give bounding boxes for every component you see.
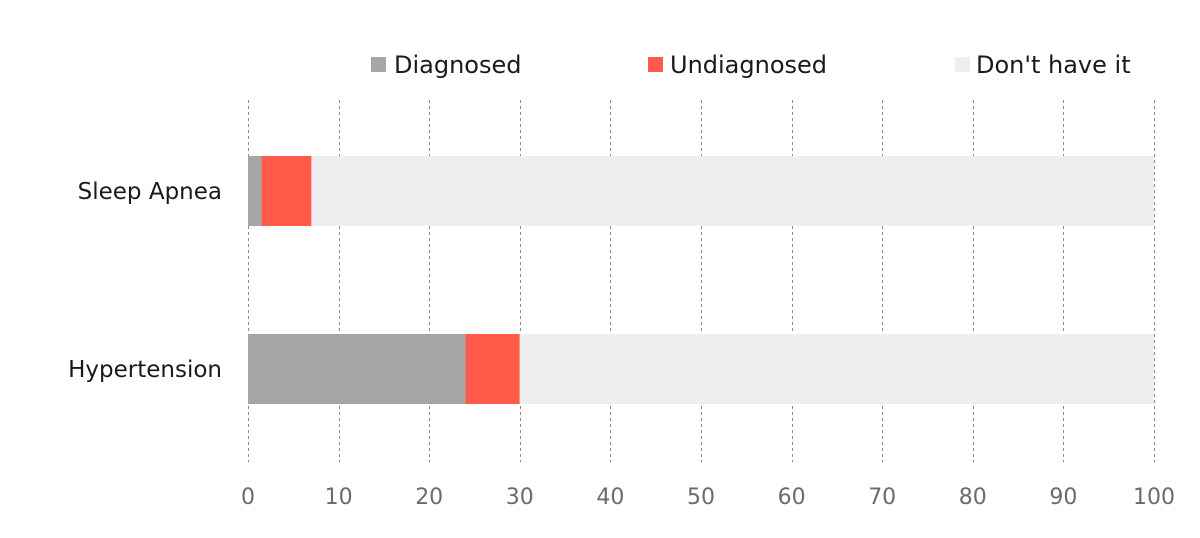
x-tick-label-10: 10 xyxy=(325,485,353,510)
x-tick-label-70: 70 xyxy=(868,485,896,510)
x-tick-label-60: 60 xyxy=(778,485,806,510)
category-label-hypertension: Hypertension xyxy=(68,357,222,383)
labels-layer: Sleep Apnea Hypertension xyxy=(68,179,222,383)
bar-hypertension-don-t-have-it xyxy=(519,334,1154,404)
x-tick-label-30: 30 xyxy=(506,485,534,510)
bar-hypertension-diagnosed xyxy=(248,334,466,404)
ticks-layer: 0 10 20 30 40 50 60 70 80 90 100 xyxy=(241,485,1175,510)
category-label-sleep-apnea: Sleep Apnea xyxy=(78,179,222,205)
bars-layer xyxy=(248,156,1154,404)
x-tick-label-0: 0 xyxy=(241,485,255,510)
legend: Diagnosed Undiagnosed Don't have it xyxy=(371,51,1131,79)
legend-swatch-don-t-have-it xyxy=(955,57,970,72)
x-tick-label-100: 100 xyxy=(1133,485,1175,510)
x-tick-label-80: 80 xyxy=(959,485,987,510)
x-tick-label-90: 90 xyxy=(1049,485,1077,510)
bar-sleep-apnea-diagnosed xyxy=(248,156,262,226)
x-tick-label-50: 50 xyxy=(687,485,715,510)
legend-swatch-undiagnosed xyxy=(648,57,663,72)
x-tick-label-20: 20 xyxy=(415,485,443,510)
bar-sleep-apnea-undiagnosed xyxy=(261,156,312,226)
legend-label-don-t-have-it: Don't have it xyxy=(976,51,1131,79)
bar-hypertension-undiagnosed xyxy=(465,334,520,404)
legend-label-diagnosed: Diagnosed xyxy=(394,51,522,79)
grid-layer xyxy=(248,100,1155,462)
bar-sleep-apnea-don-t-have-it xyxy=(311,156,1154,226)
legend-swatch-diagnosed xyxy=(371,57,386,72)
legend-label-undiagnosed: Undiagnosed xyxy=(670,51,827,79)
x-tick-label-40: 40 xyxy=(596,485,624,510)
